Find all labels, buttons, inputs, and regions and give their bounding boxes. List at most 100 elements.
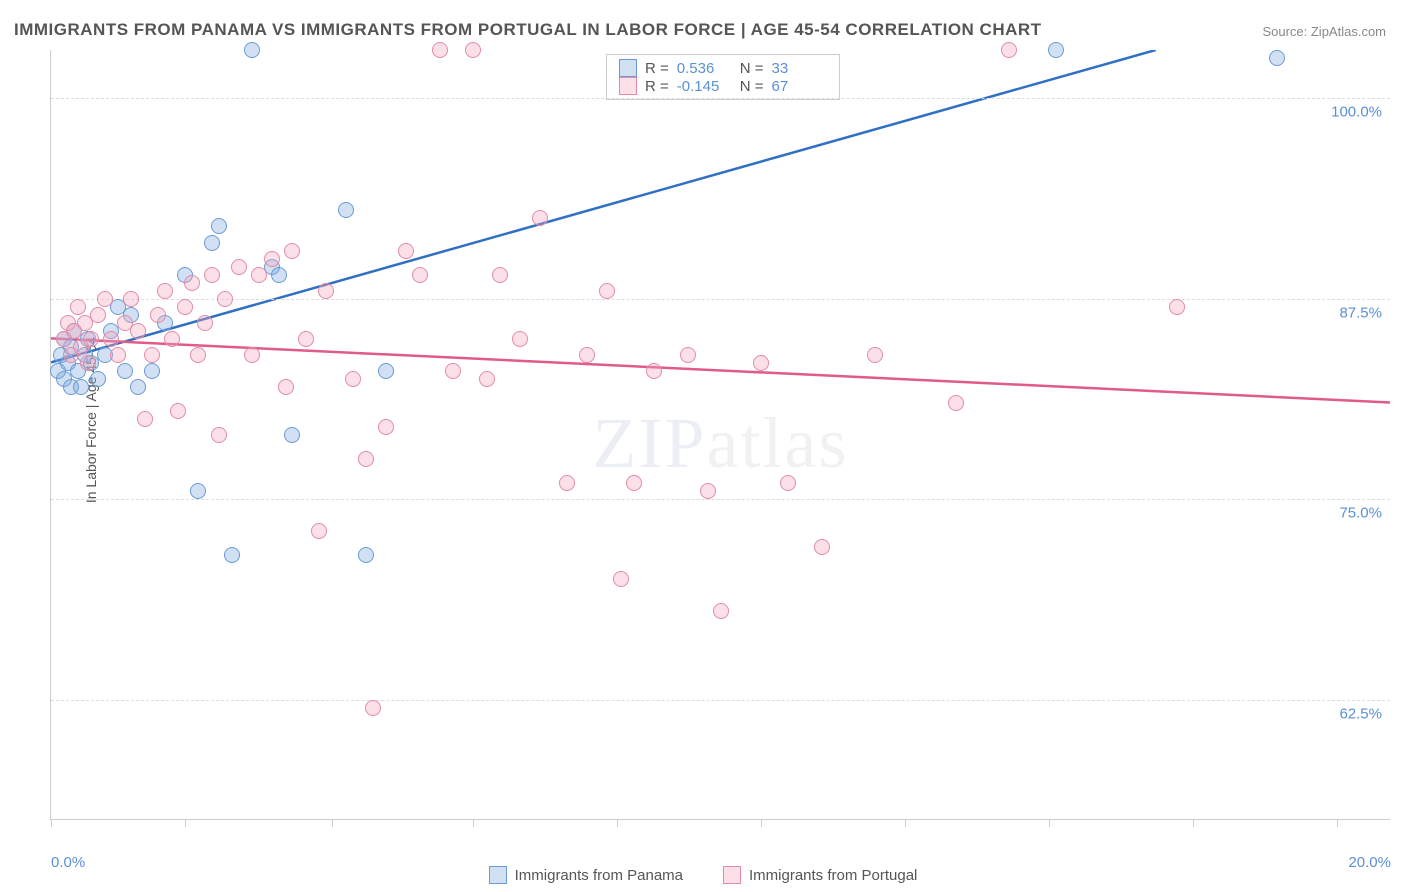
data-point [157, 283, 173, 299]
gridline [51, 98, 1390, 99]
data-point [217, 291, 233, 307]
data-point [244, 42, 260, 58]
source-label: Source: ZipAtlas.com [1262, 24, 1386, 39]
data-point [378, 363, 394, 379]
data-point [264, 251, 280, 267]
data-point [164, 331, 180, 347]
data-point [97, 291, 113, 307]
legend-label: Immigrants from Portugal [749, 867, 917, 884]
gridline [51, 700, 1390, 701]
data-point [184, 275, 200, 291]
r-value: -0.145 [677, 78, 732, 95]
data-point [204, 235, 220, 251]
data-point [626, 475, 642, 491]
data-point [613, 571, 629, 587]
data-point [244, 347, 260, 363]
data-point [117, 363, 133, 379]
x-tick [473, 819, 474, 827]
data-point [278, 379, 294, 395]
data-point [73, 379, 89, 395]
data-point [1169, 299, 1185, 315]
watermark-b: atlas [707, 402, 849, 482]
data-point [83, 331, 99, 347]
data-point [465, 42, 481, 58]
data-point [378, 419, 394, 435]
data-point [646, 363, 662, 379]
data-point [197, 315, 213, 331]
x-tick [51, 819, 52, 827]
data-point [559, 475, 575, 491]
data-point [532, 210, 548, 226]
data-point [338, 202, 354, 218]
data-point [599, 283, 615, 299]
data-point [1048, 42, 1064, 58]
data-point [144, 347, 160, 363]
chart-title: IMMIGRANTS FROM PANAMA VS IMMIGRANTS FRO… [14, 20, 1042, 40]
data-point [130, 323, 146, 339]
n-value: 67 [772, 78, 827, 95]
watermark: ZIPatlas [593, 401, 849, 484]
data-point [867, 347, 883, 363]
legend-item: Immigrants from Portugal [723, 866, 917, 884]
chart-container: IMMIGRANTS FROM PANAMA VS IMMIGRANTS FRO… [0, 0, 1406, 892]
n-value: 33 [772, 60, 827, 77]
x-tick [761, 819, 762, 827]
data-point [398, 243, 414, 259]
data-point [110, 347, 126, 363]
data-point [211, 427, 227, 443]
data-point [170, 403, 186, 419]
n-label: N = [740, 60, 764, 77]
data-point [130, 379, 146, 395]
data-point [231, 259, 247, 275]
r-value: 0.536 [677, 60, 732, 77]
data-point [284, 427, 300, 443]
x-tick [1193, 819, 1194, 827]
data-point [579, 347, 595, 363]
x-tick [1049, 819, 1050, 827]
data-point [311, 523, 327, 539]
gridline [51, 499, 1390, 500]
data-point [177, 299, 193, 315]
data-point [190, 347, 206, 363]
data-point [512, 331, 528, 347]
data-point [204, 267, 220, 283]
r-label: R = [645, 60, 669, 77]
trend-line [51, 50, 1156, 362]
data-point [432, 42, 448, 58]
x-tick [185, 819, 186, 827]
data-point [70, 299, 86, 315]
trend-lines [51, 50, 1390, 819]
data-point [211, 218, 227, 234]
data-point [445, 363, 461, 379]
data-point [224, 547, 240, 563]
y-tick-label: 87.5% [1339, 304, 1382, 321]
series-legend: Immigrants from Panama Immigrants from Po… [0, 866, 1406, 884]
data-point [479, 371, 495, 387]
data-point [358, 547, 374, 563]
data-point [814, 539, 830, 555]
data-point [700, 483, 716, 499]
data-point [123, 291, 139, 307]
data-point [318, 283, 334, 299]
data-point [492, 267, 508, 283]
data-point [365, 700, 381, 716]
x-tick [905, 819, 906, 827]
data-point [680, 347, 696, 363]
legend-item: Immigrants from Panama [489, 866, 683, 884]
legend-label: Immigrants from Panama [515, 867, 683, 884]
data-point [137, 411, 153, 427]
data-point [1001, 42, 1017, 58]
stats-legend-row: R =-0.145N =67 [619, 77, 827, 95]
data-point [284, 243, 300, 259]
plot-area: ZIPatlas R = 0.536 N = 33R = -0.145 N = 67 62.… [50, 50, 1390, 820]
x-tick [617, 819, 618, 827]
x-tick [1337, 819, 1338, 827]
y-tick-label: 62.5% [1339, 705, 1382, 722]
legend-swatch [489, 866, 507, 884]
r-label: R = [645, 78, 669, 95]
data-point [271, 267, 287, 283]
stats-legend-row: R = 0.536 N = 33 [619, 59, 827, 77]
data-point [150, 307, 166, 323]
stats-legend: R = 0.536 N = 33R = -0.145 N = 67 [606, 54, 840, 100]
data-point [780, 475, 796, 491]
